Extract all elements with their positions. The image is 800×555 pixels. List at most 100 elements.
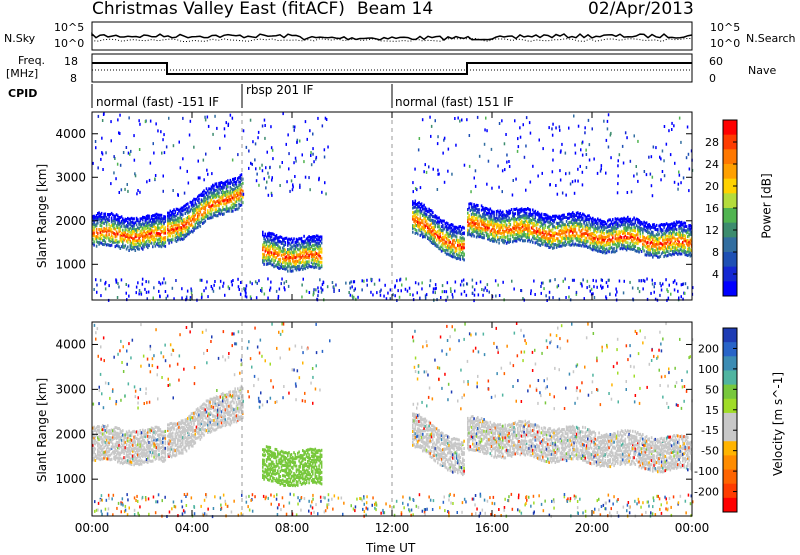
scatter-cell bbox=[168, 117, 170, 120]
echo-cell bbox=[503, 233, 505, 236]
scatter-cell bbox=[353, 296, 355, 299]
scatter-cell bbox=[120, 164, 122, 167]
scatter-cell bbox=[380, 289, 382, 292]
echo-cell bbox=[285, 241, 287, 244]
scatter-cell bbox=[502, 281, 504, 284]
scatter-cell bbox=[180, 166, 182, 169]
scatter-cell bbox=[102, 119, 104, 122]
scatter-cell bbox=[648, 156, 650, 159]
scatter-cell bbox=[437, 188, 439, 191]
echo-cell bbox=[587, 224, 589, 227]
scatter-cell bbox=[564, 278, 566, 281]
echo-cell bbox=[151, 242, 153, 245]
scatter-cell bbox=[671, 128, 673, 131]
echo-cell bbox=[483, 234, 485, 237]
scatter-cell bbox=[430, 135, 432, 138]
echo-cell bbox=[612, 218, 614, 221]
echo-cell bbox=[101, 212, 103, 215]
scatter-cell bbox=[670, 293, 672, 296]
scatter-cell bbox=[552, 149, 554, 152]
echo-cell bbox=[588, 221, 590, 224]
echo-cell bbox=[613, 247, 615, 250]
scatter-cell bbox=[127, 190, 129, 193]
scatter-cell bbox=[565, 172, 567, 175]
scatter-cell bbox=[455, 144, 457, 147]
scatter-cell bbox=[128, 295, 130, 298]
echo-cell bbox=[165, 226, 167, 229]
echo-cell bbox=[587, 230, 589, 233]
echo-cell bbox=[241, 173, 243, 176]
scatter-cell bbox=[659, 282, 661, 285]
scatter-cell bbox=[470, 190, 472, 193]
scatter-cell bbox=[165, 290, 167, 293]
scatter-cell bbox=[574, 144, 576, 147]
scatter-cell bbox=[412, 294, 414, 297]
scatter-cell bbox=[444, 137, 446, 140]
scatter-cell bbox=[674, 279, 676, 282]
scatter-cell bbox=[623, 162, 625, 165]
scatter-cell bbox=[562, 192, 564, 195]
echo-cell bbox=[123, 452, 125, 455]
scatter-cell bbox=[374, 283, 376, 286]
scatter-cell bbox=[605, 172, 607, 175]
scatter-cell bbox=[383, 295, 385, 298]
echo-cell bbox=[656, 224, 658, 227]
scatter-cell bbox=[316, 156, 318, 159]
echo-cell bbox=[108, 233, 110, 236]
echo-cell bbox=[587, 240, 589, 243]
scatter-cell bbox=[615, 288, 617, 291]
scatter-cell bbox=[208, 125, 210, 128]
scatter-cell bbox=[474, 294, 476, 297]
echo-cell bbox=[111, 458, 113, 461]
scatter-cell bbox=[661, 289, 663, 292]
scatter-cell bbox=[472, 292, 474, 295]
scatter-cell bbox=[219, 147, 221, 150]
echo-cell bbox=[477, 220, 479, 223]
scatter-cell bbox=[243, 287, 245, 290]
scatter-cell bbox=[380, 294, 382, 297]
scatter-cell bbox=[440, 296, 442, 299]
scatter-cell bbox=[669, 284, 671, 287]
scatter-cell bbox=[485, 286, 487, 289]
scatter-cell bbox=[435, 287, 437, 290]
scatter-cell bbox=[608, 146, 610, 149]
scatter-cell bbox=[644, 170, 646, 173]
echo-cell bbox=[287, 270, 289, 273]
scatter-cell bbox=[412, 181, 414, 184]
scatter-cell bbox=[248, 167, 250, 170]
scatter-cell bbox=[541, 292, 543, 295]
echo-cell bbox=[662, 229, 664, 232]
scatter-cell bbox=[684, 292, 686, 295]
echo-cell bbox=[165, 245, 167, 248]
scatter-cell bbox=[534, 293, 536, 296]
scatter-cell bbox=[474, 177, 476, 180]
scatter-cell bbox=[442, 152, 444, 155]
echo-cell bbox=[643, 249, 645, 252]
echo-cell bbox=[168, 242, 170, 245]
echo-cell bbox=[535, 216, 537, 219]
scatter-cell bbox=[425, 297, 427, 300]
scatter-cell bbox=[542, 172, 544, 175]
scatter-cell bbox=[126, 283, 128, 286]
scatter-cell bbox=[401, 284, 403, 287]
scatter-cell bbox=[102, 153, 104, 156]
scatter-cell bbox=[115, 177, 117, 180]
scatter-cell bbox=[307, 138, 309, 141]
scatter-cell bbox=[530, 289, 532, 292]
scatter-cell bbox=[444, 181, 446, 184]
scatter-cell bbox=[264, 124, 266, 127]
scatter-cell bbox=[289, 190, 291, 193]
scatter-cell bbox=[148, 280, 150, 283]
scatter-cell bbox=[206, 169, 208, 172]
scatter-cell bbox=[676, 282, 678, 285]
echo-cell bbox=[597, 222, 599, 225]
scatter-cell bbox=[442, 284, 444, 287]
scatter-cell bbox=[481, 288, 483, 291]
scatter-cell bbox=[476, 282, 478, 285]
scatter-cell bbox=[525, 189, 527, 192]
scatter-cell bbox=[407, 290, 409, 293]
scatter-cell bbox=[607, 127, 609, 130]
scatter-cell bbox=[138, 119, 140, 122]
echo-cell bbox=[111, 217, 113, 220]
scatter-cell bbox=[201, 279, 203, 282]
